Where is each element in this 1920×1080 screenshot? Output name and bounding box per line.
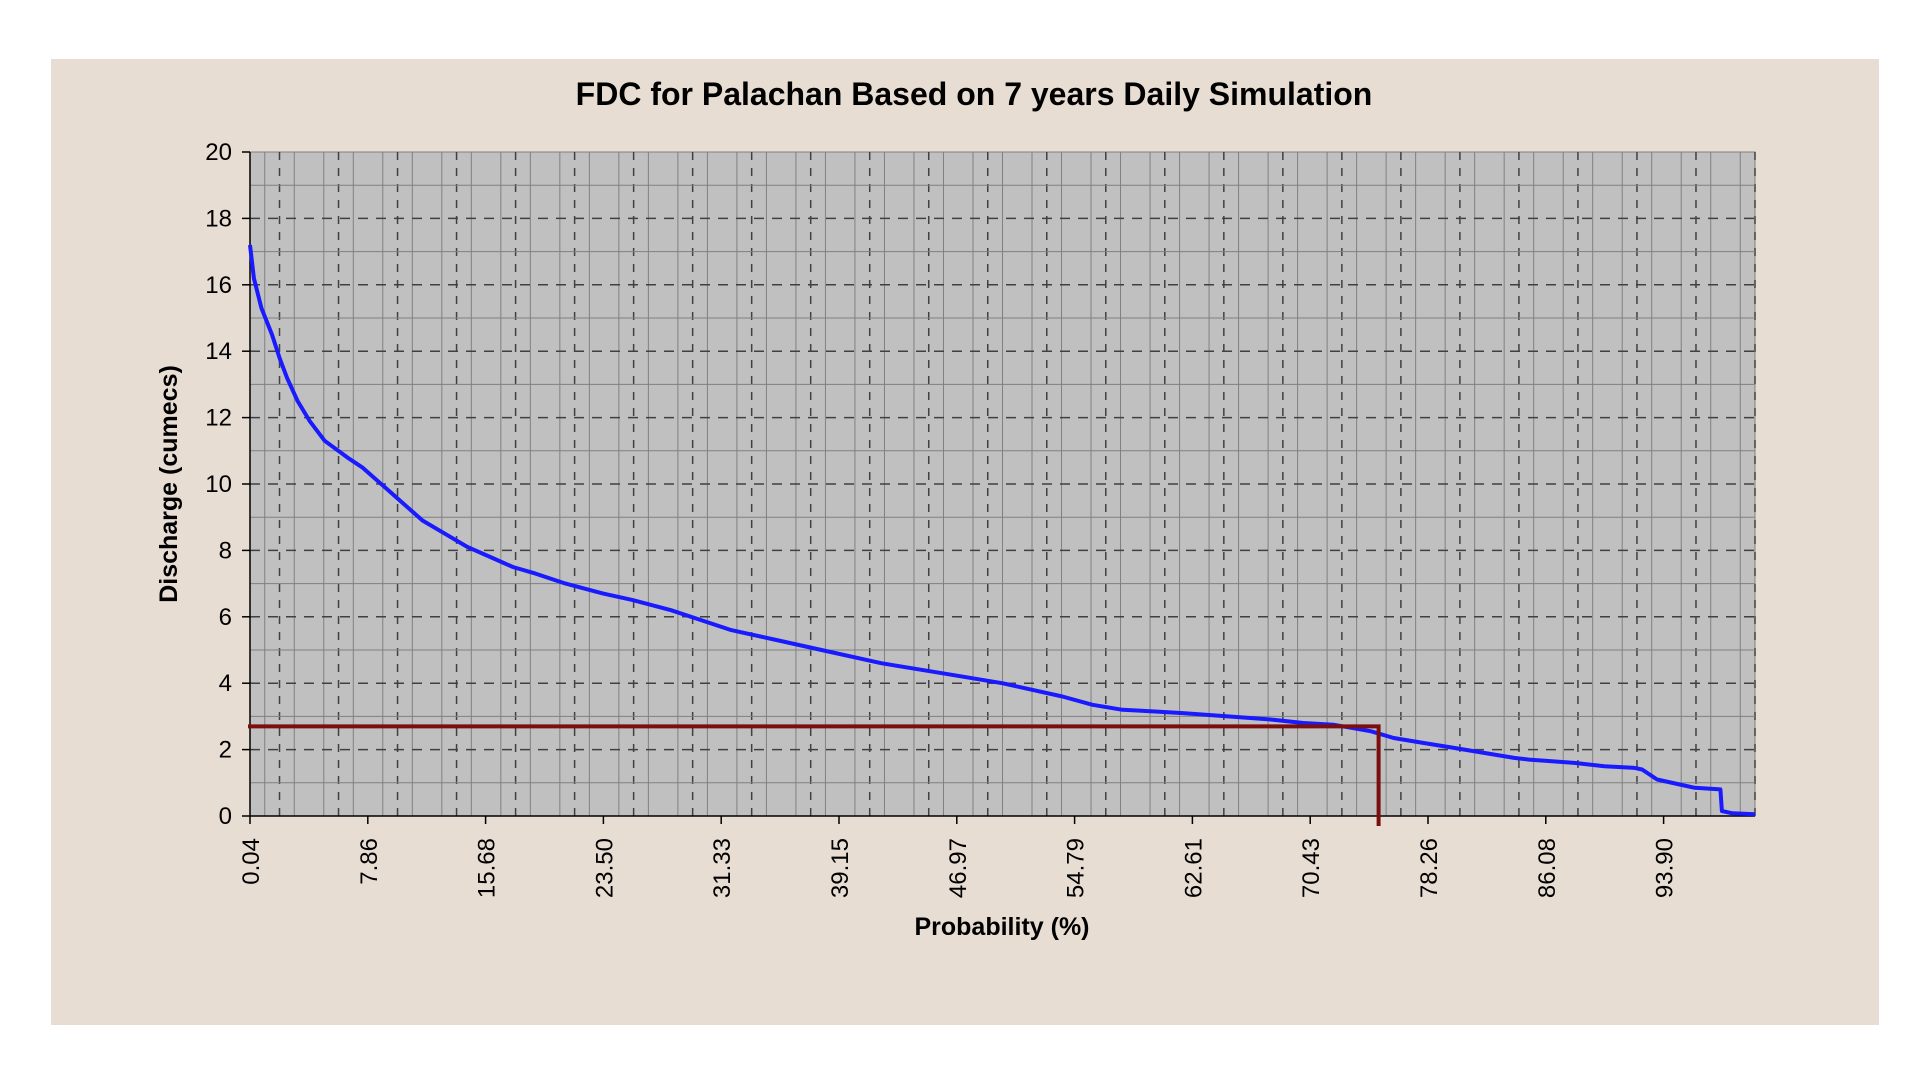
x-tick-label: 54.79: [1063, 838, 1090, 898]
x-tick-label: 39.15: [827, 838, 854, 898]
y-tick-label: 14: [205, 338, 232, 365]
chart-title: FDC for Palachan Based on 7 years Daily …: [576, 76, 1373, 112]
y-axis-title: Discharge (cumecs): [155, 365, 183, 603]
x-axis-title: Probability (%): [914, 913, 1089, 941]
marker-line: [248, 724, 1381, 826]
y-tick-label: 16: [205, 272, 232, 299]
fdc-chart: FDC for Palachan Based on 7 years Daily …: [155, 76, 1756, 941]
y-tick-label: 10: [205, 471, 232, 498]
y-tick-label: 20: [205, 139, 232, 166]
x-tick-label: 86.08: [1534, 838, 1561, 898]
x-tick-label: 7.86: [356, 838, 383, 885]
x-tick-label: 31.33: [709, 838, 736, 898]
fdc-curve-series: [248, 244, 1756, 817]
x-axis-ticks: 0.04 7.86 15.68 23.50 31.33 39.15 46.97 54.79 62…: [238, 816, 1679, 898]
x-tick-label: 23.50: [591, 838, 618, 898]
y-tick-label: 2: [219, 737, 232, 764]
y-tick-label: 18: [205, 205, 232, 232]
x-tick-label: 70.43: [1298, 838, 1325, 898]
grid: [250, 152, 1756, 816]
x-tick-label: 0.04: [238, 838, 265, 885]
x-tick-label: 15.68: [474, 838, 501, 898]
y-tick-label: 8: [219, 537, 232, 564]
x-tick-label: 78.26: [1416, 838, 1443, 898]
y-tick-label: 12: [205, 405, 232, 432]
y-tick-label: 4: [219, 670, 232, 697]
x-tick-label: 93.90: [1652, 838, 1679, 898]
x-tick-label: 62.61: [1180, 838, 1207, 898]
y-axis-ticks: 0 2 4 6 8 10 12 14 16 18 20: [205, 139, 250, 830]
chart-panel: FDC for Palachan Based on 7 years Daily …: [51, 59, 1879, 1025]
x-tick-label: 46.97: [945, 838, 972, 898]
y-tick-label: 6: [219, 604, 232, 631]
y-tick-label: 0: [219, 803, 232, 830]
